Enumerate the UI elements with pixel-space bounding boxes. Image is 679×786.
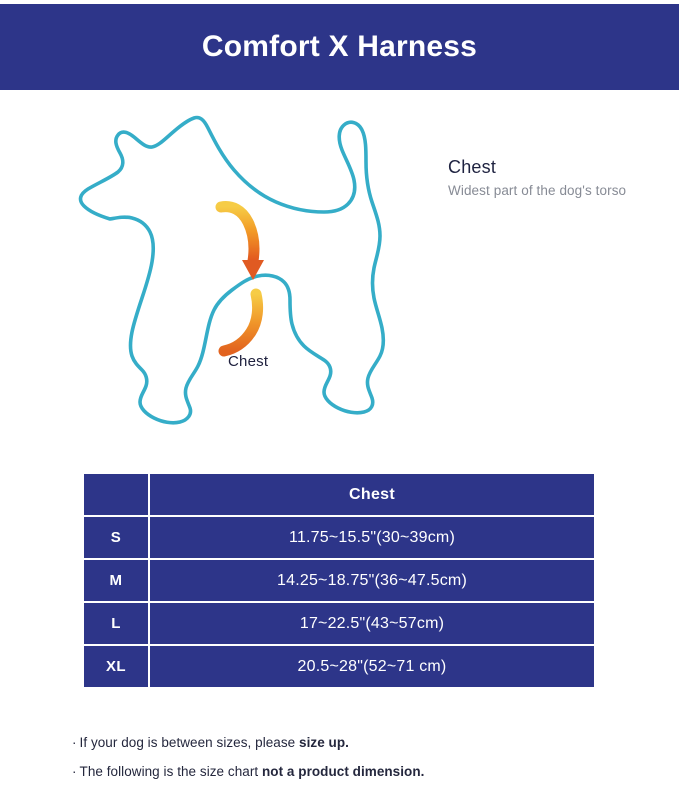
chest-description-title: Chest [448,157,497,177]
chest-value-l: 17~22.5"(43~57cm) [150,603,594,644]
chest-value-m: 14.25~18.75"(36~47.5cm) [150,560,594,601]
footnotes: · If your dog is between sizes, please si… [72,735,632,786]
table-header-chest: Chest [150,474,594,515]
size-label-s: S [84,517,148,558]
chest-description: Chest Widest part of the dog's torso [448,157,648,200]
size-label-m: M [84,560,148,601]
dog-outline-illustration [78,115,386,425]
page-title: Comfort X Harness [201,30,478,63]
table-row: XL 20.5~28"(52~71 cm) [84,646,594,687]
bullet-icon: · [72,735,77,750]
chest-strap-upper [215,201,260,267]
chest-measurement-label: Chest [228,353,269,370]
footnote-tail-text: . [420,764,425,779]
table-head: Chest [84,474,594,515]
size-chart-table: Chest S 11.75~15.5"(30~39cm) M 14.25~18.… [82,472,596,689]
chest-value-s: 11.75~15.5"(30~39cm) [150,517,594,558]
header-banner: Comfort X Harness [0,4,679,90]
chest-value-xl: 20.5~28"(52~71 cm) [150,646,594,687]
bullet-icon: · [72,764,77,779]
down-arrow-icon [242,260,264,280]
footnote-emphasis-text: size up [299,735,346,750]
table-body: S 11.75~15.5"(30~39cm) M 14.25~18.75"(36… [84,517,594,687]
table-corner-cell [84,474,148,515]
table-row: L 17~22.5"(43~57cm) [84,603,594,644]
footnote-lead-text: The following is the size chart [79,764,262,779]
illustration-area: Chest [0,104,679,454]
footnote-lead-text: If your dog is between sizes, please [79,735,300,750]
chest-description-text: Widest part of the dog's torso [448,183,627,198]
footnote-size-up: · If your dog is between sizes, please si… [72,735,632,750]
table-header-row: Chest [84,474,594,515]
footnote-emphasis-text: not a product dimension [261,764,421,779]
footnote-not-product-dimension: · The following is the size chart not a p… [72,764,632,779]
footnote-tail-text: . [345,735,349,750]
dog-body-path [78,115,386,425]
table-row: S 11.75~15.5"(30~39cm) [84,517,594,558]
size-label-l: L [84,603,148,644]
size-label-xl: XL [84,646,148,687]
table-row: M 14.25~18.75"(36~47.5cm) [84,560,594,601]
chest-strap-lower [218,288,264,357]
